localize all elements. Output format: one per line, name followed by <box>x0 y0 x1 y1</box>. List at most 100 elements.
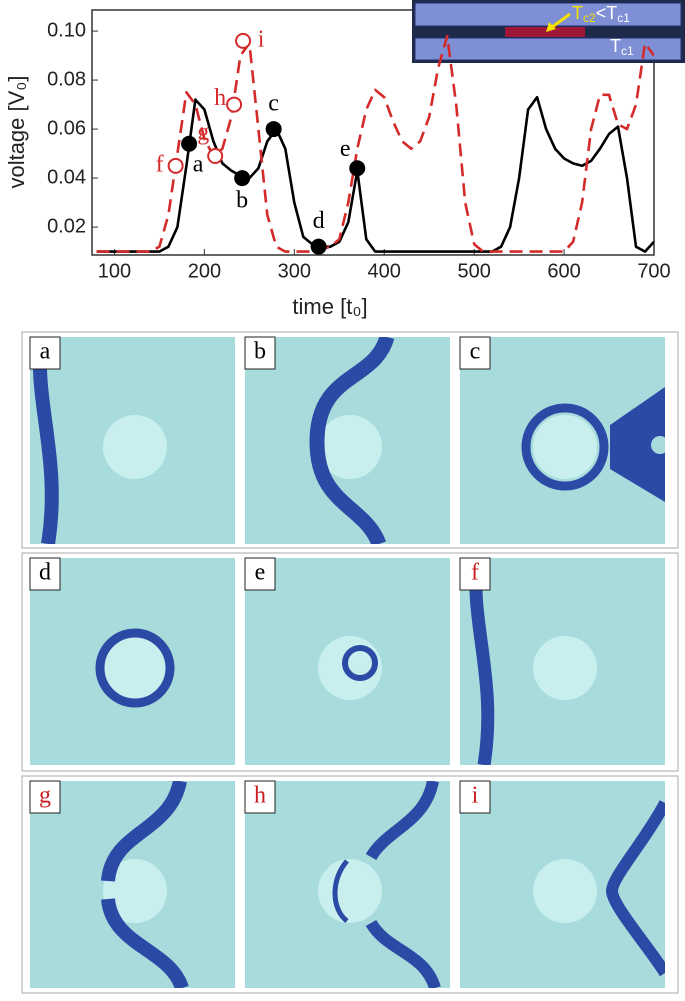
inset-top-label: Tc2<Tc1 <box>572 3 630 25</box>
panel-core <box>103 415 167 479</box>
vortex-band <box>610 387 665 502</box>
point-label: h <box>214 85 226 111</box>
panel-label-box <box>459 780 491 814</box>
plot-frame <box>91 9 655 256</box>
panel: i <box>459 780 665 988</box>
point-label: d <box>313 208 325 234</box>
vortex-band <box>365 781 439 861</box>
panel-image <box>460 337 665 544</box>
panel-label: e <box>255 560 266 586</box>
inset-bottom-label: Tc1 <box>610 36 634 58</box>
y-tick-label: 0.10 <box>47 19 86 41</box>
point-label: g <box>197 120 209 146</box>
panel-label: f <box>471 560 479 586</box>
panel-image <box>245 781 450 988</box>
row-frame <box>21 331 679 549</box>
point-marker <box>226 96 243 113</box>
panel-image <box>460 558 665 765</box>
vortex-band <box>605 800 665 977</box>
vortex-band <box>365 919 441 988</box>
panel-label: d <box>39 560 51 586</box>
panel: c <box>459 336 665 544</box>
panel-core <box>103 859 167 923</box>
y-tick-label: 0.04 <box>47 166 86 188</box>
vortex-ring <box>95 628 175 708</box>
y-axis-label: voltage [V₀] <box>4 75 29 188</box>
x-tick-label: 500 <box>457 260 490 282</box>
panel-image <box>460 781 665 988</box>
panel-core <box>103 636 167 700</box>
series-line <box>96 34 654 253</box>
panel-image <box>245 558 450 765</box>
panel-label: b <box>254 339 266 365</box>
panel-label-box <box>244 557 276 591</box>
point-marker <box>167 157 184 174</box>
point-label: f <box>156 151 164 177</box>
x-axis-label: time [t₀] <box>292 294 367 319</box>
panel-core <box>533 415 597 479</box>
series-line <box>96 95 654 253</box>
panel: f <box>459 557 665 765</box>
panel-label-box <box>29 780 61 814</box>
panel-label-box <box>244 336 276 370</box>
row-frame <box>21 552 679 772</box>
panel-core <box>533 636 597 700</box>
point-marker <box>265 121 282 138</box>
inset-top-layer <box>414 2 682 27</box>
panel-label: g <box>39 783 51 809</box>
panel-label-box <box>244 780 276 814</box>
point-marker <box>310 238 327 255</box>
inset-bottom-layer <box>414 37 682 61</box>
panel: a <box>29 336 235 544</box>
panel-label: i <box>472 783 479 809</box>
x-tick-label: 600 <box>547 260 580 282</box>
panel-core <box>318 415 382 479</box>
x-tick-label: 100 <box>98 260 131 282</box>
inset-arrow-head <box>546 22 556 32</box>
panel-label-box <box>29 336 61 370</box>
panel-image <box>245 337 450 544</box>
panel-image <box>30 781 235 988</box>
panel-label-box <box>459 336 491 370</box>
point-marker <box>349 160 366 177</box>
panel-label: a <box>40 339 51 365</box>
point-label: i <box>258 26 265 52</box>
vortex-gap <box>651 436 665 454</box>
inset: Tc2<Tc1 Tc1 <box>412 0 685 63</box>
panel-core <box>318 859 382 923</box>
vortex-band <box>101 897 189 988</box>
plot-area <box>96 34 654 253</box>
x-tick-label: 700 <box>637 260 670 282</box>
panel-label-box <box>29 557 61 591</box>
panel-label: c <box>470 339 481 365</box>
y-tick-label: 0.06 <box>47 117 86 139</box>
vortex-ring <box>521 403 609 491</box>
x-tick-label: 400 <box>368 260 401 282</box>
vortex-ring <box>342 645 378 681</box>
inset-hot-spot <box>505 27 585 37</box>
vortex-band <box>332 859 349 923</box>
panel: d <box>29 557 235 765</box>
panel-label-box <box>459 557 491 591</box>
panel: b <box>244 336 450 544</box>
x-tick-label: 300 <box>278 260 311 282</box>
row-frame <box>21 775 679 994</box>
point-label: e <box>340 136 351 162</box>
panel-label: h <box>254 783 266 809</box>
vortex-band <box>309 337 395 544</box>
point-marker <box>234 170 251 187</box>
point-marker <box>207 148 224 165</box>
y-tick-label: 0.08 <box>47 68 86 90</box>
point-label: b <box>236 188 248 214</box>
point-label: c <box>268 91 279 117</box>
vortex-band <box>101 781 187 883</box>
point-label: a <box>193 151 204 177</box>
panel: e <box>244 557 450 765</box>
point-marker <box>181 135 198 152</box>
x-tick-label: 200 <box>188 260 221 282</box>
panel-core <box>533 859 597 923</box>
panel-image <box>30 337 235 544</box>
panel: h <box>244 780 450 988</box>
